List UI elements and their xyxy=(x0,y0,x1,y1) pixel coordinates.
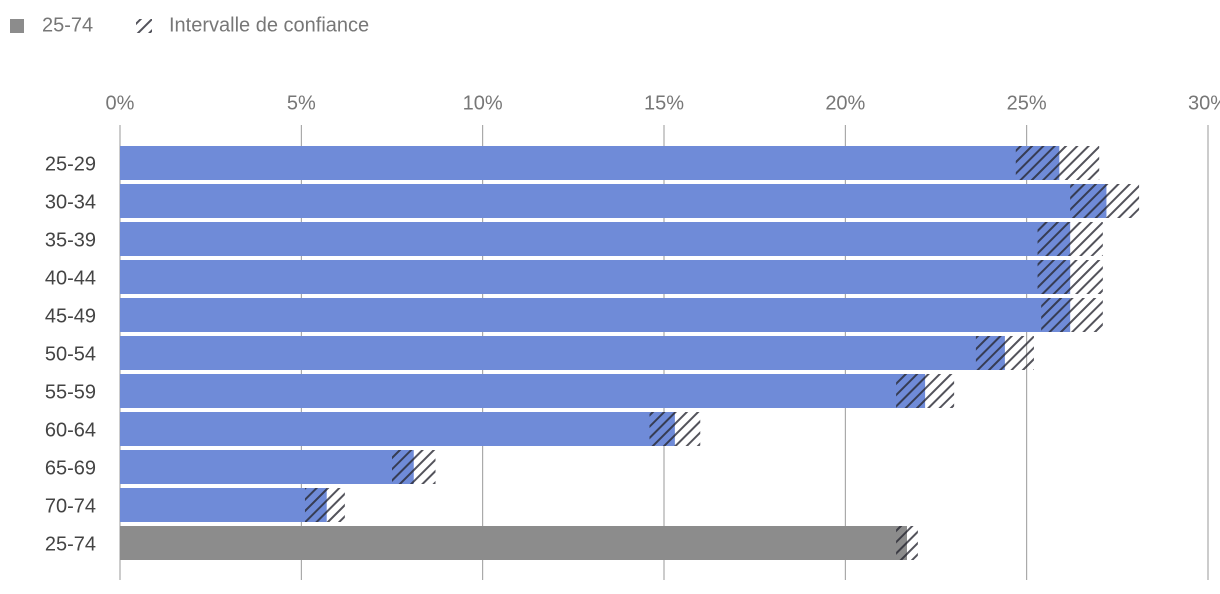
x-tick-label: 0% xyxy=(106,92,135,114)
y-tick-label: 65-69 xyxy=(45,457,96,479)
y-tick-label: 30-34 xyxy=(45,191,96,213)
y-tick-label: 55-59 xyxy=(45,381,96,403)
confidence-interval xyxy=(392,450,436,484)
x-tick-label: 20% xyxy=(825,92,865,114)
bar xyxy=(120,412,675,446)
bar xyxy=(120,374,926,408)
confidence-interval xyxy=(304,488,345,522)
confidence-interval xyxy=(1070,184,1140,218)
x-tick-label: 10% xyxy=(463,92,503,114)
bar xyxy=(120,260,1071,294)
x-tick-label: 30% xyxy=(1188,92,1220,114)
confidence-interval xyxy=(1037,260,1103,294)
confidence-interval xyxy=(1037,222,1103,256)
y-tick-label: 45-49 xyxy=(45,305,96,327)
confidence-interval xyxy=(1015,146,1100,180)
bar xyxy=(120,298,1071,332)
x-tick-label: 15% xyxy=(644,92,684,114)
x-tick-label: 25% xyxy=(1007,92,1047,114)
bar xyxy=(120,222,1071,256)
legend-swatch xyxy=(136,19,152,33)
bar xyxy=(120,488,327,522)
y-tick-label: 25-74 xyxy=(45,533,96,555)
confidence-interval xyxy=(896,374,955,408)
confidence-interval xyxy=(1041,298,1103,332)
x-tick-label: 5% xyxy=(287,92,316,114)
bar xyxy=(120,450,414,484)
y-tick-label: 70-74 xyxy=(45,495,96,517)
y-tick-label: 40-44 xyxy=(45,267,96,289)
bar xyxy=(120,526,907,560)
y-tick-label: 35-39 xyxy=(45,229,96,251)
legend-swatch xyxy=(10,19,24,33)
bar xyxy=(120,184,1107,218)
confidence-interval xyxy=(975,336,1034,370)
y-tick-label: 60-64 xyxy=(45,419,96,441)
bar xyxy=(120,146,1060,180)
legend-label: Intervalle de confiance xyxy=(169,14,369,36)
confidence-interval xyxy=(896,526,918,560)
y-tick-label: 25-29 xyxy=(45,153,96,175)
y-tick-label: 50-54 xyxy=(45,343,96,365)
legend-label: 25-74 xyxy=(42,14,93,36)
bar xyxy=(120,336,1005,370)
confidence-interval xyxy=(649,412,701,446)
